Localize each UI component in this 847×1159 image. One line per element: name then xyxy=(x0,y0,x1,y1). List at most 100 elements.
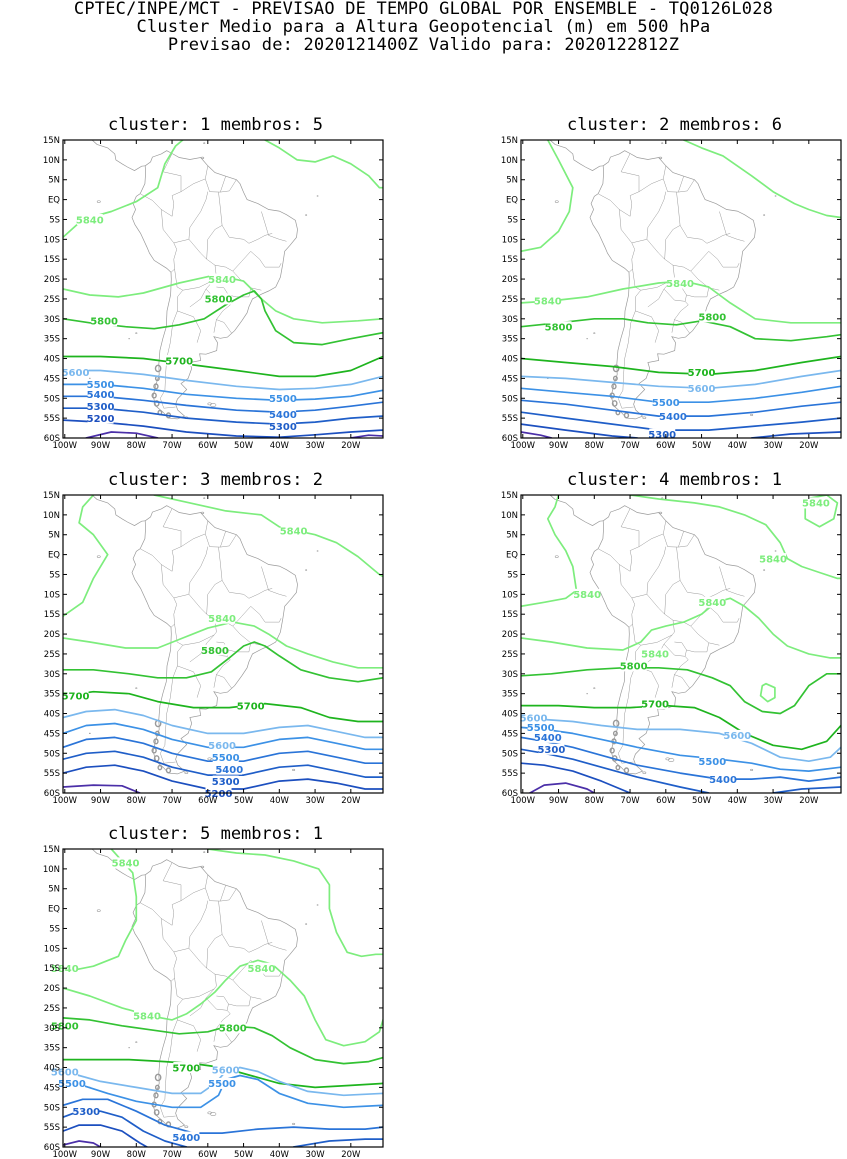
contour-label-5400: 5400 xyxy=(87,390,115,401)
lat-tick-label: 15N xyxy=(43,845,60,855)
contour-label-5500: 5500 xyxy=(527,723,555,734)
contour-5840 xyxy=(206,849,383,958)
coastline-layer xyxy=(546,495,777,775)
lat-tick-label: 40S xyxy=(44,1064,60,1074)
contour-label-background xyxy=(699,755,726,767)
lat-tick-label: 5S xyxy=(49,570,60,580)
lon-tick-label: 50W xyxy=(234,1150,254,1159)
country-border xyxy=(161,564,177,628)
country-border xyxy=(598,508,640,572)
country-border xyxy=(719,211,745,242)
island xyxy=(207,757,212,761)
lat-tick-label: 20S xyxy=(502,630,518,640)
contour-label-5840: 5840 xyxy=(534,297,562,308)
country-border xyxy=(719,566,745,597)
contour-5840 xyxy=(804,495,839,528)
panel-title-cluster-3: cluster: 3 membros: 2 xyxy=(108,470,323,490)
contour-label-5840: 5840 xyxy=(573,590,601,601)
contour-label-5840: 5840 xyxy=(112,859,140,870)
contour-label-5600: 5600 xyxy=(208,741,236,752)
contour-5500 xyxy=(521,726,841,772)
chilean-archipelago xyxy=(154,364,162,373)
chilean-archipelago xyxy=(154,1073,162,1082)
south-america-coastline xyxy=(589,150,756,420)
contour-label-background xyxy=(216,763,243,775)
contour-5840 xyxy=(63,274,383,324)
contour-label-background xyxy=(527,721,554,733)
lat-tick-label: 10S xyxy=(502,590,518,600)
country-border xyxy=(723,263,740,268)
axis-layer: 15N10N5NEQ5S10S15S20S25S30S35S40S45S50S5… xyxy=(43,845,383,1159)
contour-5300 xyxy=(292,1138,383,1147)
contour-label-background xyxy=(209,739,236,751)
lat-tick-label: 5N xyxy=(48,176,60,186)
lon-tick-label: 100W xyxy=(510,796,535,806)
island xyxy=(750,768,754,771)
contour-label-background xyxy=(574,588,601,600)
island xyxy=(292,768,296,771)
central-america-coastline xyxy=(91,140,146,172)
lat-tick-label: 35S xyxy=(44,1044,60,1054)
contour-label-5700: 5700 xyxy=(641,699,669,710)
country-border xyxy=(631,239,675,291)
south-america-coastline xyxy=(131,859,298,1129)
country-border xyxy=(180,874,209,901)
contour-label-background xyxy=(269,420,296,432)
contour-5200 xyxy=(750,431,841,438)
country-border xyxy=(205,988,229,1011)
lat-tick-label: 60S xyxy=(502,789,518,799)
contour-label-5840: 5840 xyxy=(666,279,694,290)
contour-label-background xyxy=(87,388,114,400)
chilean-archipelago xyxy=(151,747,157,754)
lon-tick-label: 80W xyxy=(585,796,605,806)
island xyxy=(661,142,664,144)
country-border xyxy=(261,920,287,951)
contour-5100 xyxy=(349,434,383,438)
contour-label-background xyxy=(173,1062,200,1074)
lon-tick-label: 50W xyxy=(234,796,254,806)
lon-tick-label: 100W xyxy=(52,796,77,806)
country-border xyxy=(220,888,237,902)
contour-label-5700: 5700 xyxy=(237,701,265,712)
chilean-archipelago xyxy=(157,764,163,771)
island xyxy=(203,851,206,853)
country-border xyxy=(220,179,237,193)
contour-label-background xyxy=(642,698,669,710)
lat-tick-label: 20S xyxy=(502,275,518,285)
lon-tick-label: 20W xyxy=(799,796,819,806)
contour-label-5600: 5600 xyxy=(51,1067,79,1078)
country-border xyxy=(228,642,251,653)
contour-5300 xyxy=(63,750,383,778)
country-border xyxy=(140,153,182,217)
lon-tick-label: 60W xyxy=(198,441,218,451)
lat-tick-label: EQ xyxy=(48,905,60,915)
axis-layer: 15N10N5NEQ5S10S15S20S25S30S35S40S45S50S5… xyxy=(501,491,841,806)
contour-label-5600: 5600 xyxy=(688,384,716,395)
country-border xyxy=(213,1010,231,1042)
lon-tick-label: 50W xyxy=(234,441,254,451)
contour-label-5840: 5840 xyxy=(280,527,308,538)
map-frame xyxy=(62,494,384,794)
contour-label-5500: 5500 xyxy=(212,753,240,764)
lat-tick-label: 30S xyxy=(44,315,60,325)
contour-label-5400: 5400 xyxy=(172,1133,200,1144)
country-border xyxy=(228,996,251,1007)
contour-label-5400: 5400 xyxy=(709,775,737,786)
country-border xyxy=(161,918,177,982)
south-america-coastline xyxy=(131,505,298,775)
lon-tick-label: 40W xyxy=(270,441,290,451)
contour-label-background xyxy=(112,857,139,869)
contour-label-background xyxy=(649,428,676,440)
contour-label-background xyxy=(280,525,307,537)
island xyxy=(200,865,205,869)
lon-tick-label: 20W xyxy=(341,1150,361,1159)
island xyxy=(96,200,101,203)
map-frame xyxy=(62,848,384,1148)
country-border xyxy=(206,225,244,260)
contour-label-background xyxy=(87,412,114,424)
island xyxy=(586,693,588,695)
contour-label-5700: 5700 xyxy=(688,368,716,379)
chilean-archipelago xyxy=(612,730,618,737)
contour-label-background xyxy=(724,729,751,741)
lon-tick-label: 20W xyxy=(799,441,819,451)
